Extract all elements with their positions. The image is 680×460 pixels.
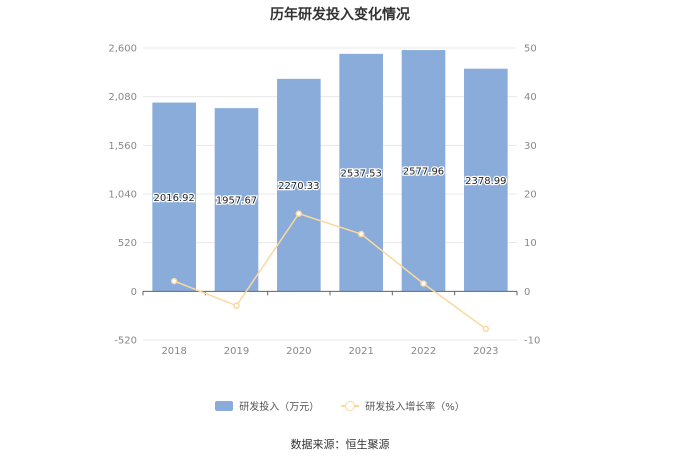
y-left-tick-label: 2,080 [108,92,137,103]
bar-data-label: 2378.99 [465,176,506,187]
y-left-tick-label: -520 [114,336,137,347]
bar [464,68,508,292]
y-left-tick-label: 520 [118,238,137,249]
growth-rate-point [233,302,240,309]
y-right-tick-label: -10 [524,336,540,347]
bar-data-label: 2016.92 [153,193,194,204]
growth-rate-point [482,325,490,333]
chart-title: 历年研发投入变化情况 [270,7,410,23]
y-left-tick-label: 2,600 [108,44,137,55]
growth-rate-line [173,212,487,330]
legend-line-swatch [341,400,360,411]
legend-bar-swatch [215,400,234,411]
y-left-tick-label: 1,560 [108,141,137,152]
x-tick-label: 2022 [411,346,436,357]
bar [214,108,259,292]
bar [339,53,383,292]
chart-legend: 研发投入（万元） 研发投入增长率（%） [0,398,680,413]
x-tick-label: 2019 [224,346,249,357]
growth-rate-point [357,230,365,238]
legend-line-label: 研发投入增长率（%） [365,402,465,413]
bar [401,50,446,292]
legend-item-line[interactable]: 研发投入增长率（%） [341,398,465,413]
y-left-tick-label: 1,040 [108,190,137,201]
growth-rate-point [170,277,178,285]
legend-item-bar[interactable]: 研发投入（万元） [215,398,319,413]
growth-rate-point [420,280,427,287]
bar-data-label: 2270.33 [278,181,319,192]
bar-data-label: 1957.67 [216,196,257,207]
x-tick-label: 2023 [473,346,498,357]
x-tick-label: 2018 [161,346,186,357]
bar [152,102,196,292]
growth-rate-point [295,210,303,217]
y-right-tick-label: 0 [524,287,530,298]
bar [277,78,321,292]
y-right-tick-label: 10 [524,238,537,249]
legend-bar-label: 研发投入（万元） [239,402,320,413]
y-right-tick-label: 30 [524,141,537,152]
x-tick-label: 2020 [286,346,311,357]
bar-data-label: 2577.96 [403,167,444,178]
y-right-tick-label: 20 [524,190,537,201]
y-right-tick-label: 50 [524,44,537,55]
y-left-tick-label: 0 [131,287,137,298]
data-source-note: 数据来源：恒生聚源 [290,438,390,451]
bar-data-label: 2537.53 [340,169,381,180]
y-right-tick-label: 40 [524,92,537,103]
x-tick-label: 2021 [348,346,373,357]
